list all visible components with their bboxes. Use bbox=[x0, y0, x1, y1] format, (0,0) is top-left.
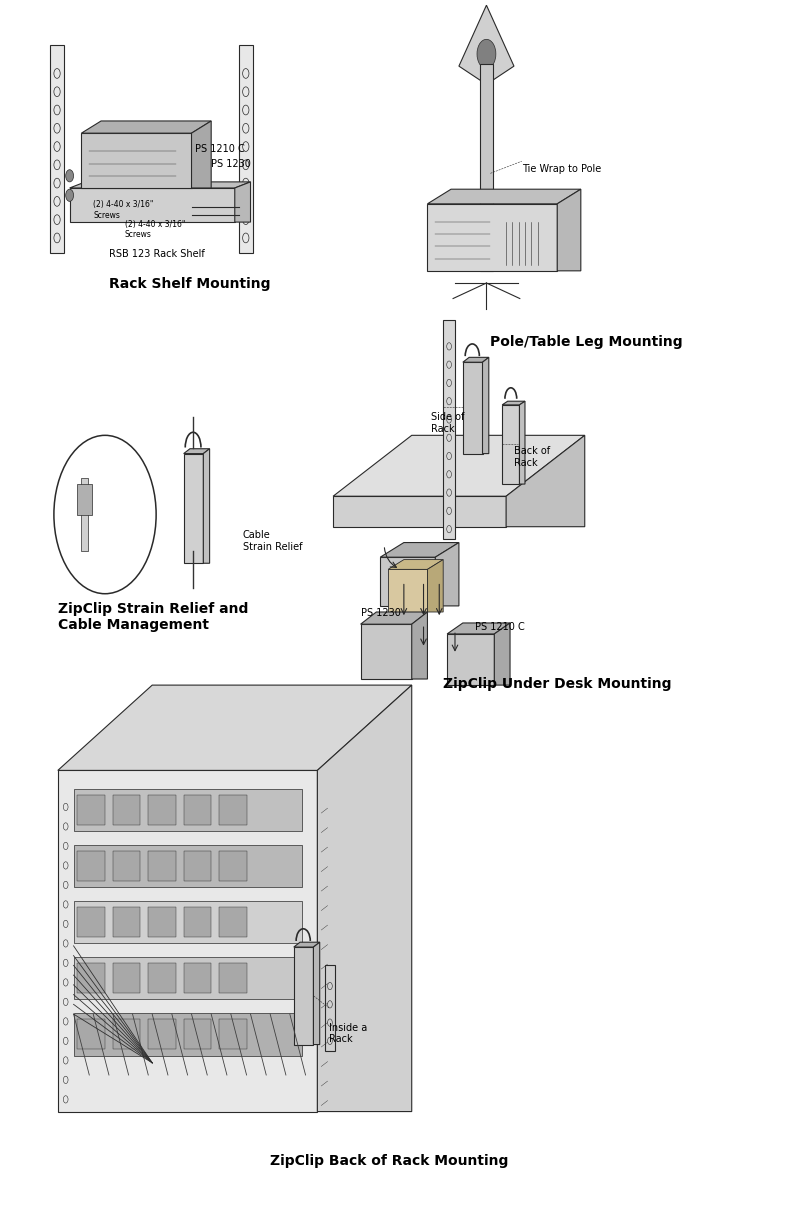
Bar bbox=[78, 851, 105, 881]
Text: Inside a
Rack: Inside a Rack bbox=[329, 1022, 367, 1044]
Polygon shape bbox=[70, 188, 234, 222]
Bar bbox=[219, 851, 246, 881]
Text: Side of
Rack: Side of Rack bbox=[432, 412, 465, 433]
Polygon shape bbox=[360, 612, 428, 624]
Text: ZipClip Back of Rack Mounting: ZipClip Back of Rack Mounting bbox=[270, 1154, 508, 1168]
Bar bbox=[326, 966, 335, 1050]
Polygon shape bbox=[192, 121, 211, 188]
Bar bbox=[148, 907, 176, 938]
Polygon shape bbox=[294, 942, 320, 947]
Circle shape bbox=[66, 170, 74, 182]
Text: Tie Wrap to Pole: Tie Wrap to Pole bbox=[522, 164, 601, 174]
Bar bbox=[148, 963, 176, 994]
Text: Back of
Rack: Back of Rack bbox=[514, 447, 550, 468]
Polygon shape bbox=[502, 405, 520, 483]
Text: Pole/Table Leg Mounting: Pole/Table Leg Mounting bbox=[490, 335, 683, 349]
Polygon shape bbox=[459, 5, 514, 84]
Polygon shape bbox=[204, 449, 210, 563]
Bar bbox=[74, 1013, 302, 1055]
Bar bbox=[238, 45, 253, 252]
Polygon shape bbox=[388, 559, 444, 569]
Polygon shape bbox=[82, 133, 192, 188]
Polygon shape bbox=[436, 542, 459, 606]
Bar bbox=[78, 1018, 105, 1049]
Bar bbox=[219, 1018, 246, 1049]
Bar bbox=[444, 319, 455, 539]
Bar bbox=[184, 963, 211, 994]
Polygon shape bbox=[447, 634, 494, 685]
Polygon shape bbox=[360, 624, 412, 679]
Polygon shape bbox=[58, 770, 318, 1111]
Text: ZipClip Under Desk Mounting: ZipClip Under Desk Mounting bbox=[444, 677, 672, 690]
Polygon shape bbox=[380, 542, 459, 557]
Polygon shape bbox=[428, 190, 581, 204]
Bar bbox=[78, 907, 105, 938]
Polygon shape bbox=[333, 496, 506, 526]
Text: Cable
Strain Relief: Cable Strain Relief bbox=[242, 530, 302, 552]
Text: PS 1210 C: PS 1210 C bbox=[474, 622, 524, 632]
Polygon shape bbox=[318, 685, 412, 1111]
Bar bbox=[184, 1018, 211, 1049]
Polygon shape bbox=[82, 121, 211, 133]
Polygon shape bbox=[447, 623, 510, 634]
Polygon shape bbox=[294, 947, 314, 1044]
Polygon shape bbox=[428, 559, 444, 612]
Text: ZipClip Strain Relief and
Cable Management: ZipClip Strain Relief and Cable Manageme… bbox=[58, 602, 248, 633]
Bar bbox=[148, 851, 176, 881]
Polygon shape bbox=[506, 436, 584, 526]
Text: (2) 4-40 x 3/16"
Screws: (2) 4-40 x 3/16" Screws bbox=[93, 201, 154, 219]
Polygon shape bbox=[58, 685, 412, 770]
Polygon shape bbox=[412, 612, 428, 679]
Bar bbox=[74, 845, 302, 887]
Text: (2) 4-40 x 3/16"
Screws: (2) 4-40 x 3/16" Screws bbox=[124, 219, 185, 239]
Circle shape bbox=[477, 39, 496, 69]
Text: PS 1210 C: PS 1210 C bbox=[196, 144, 246, 154]
Polygon shape bbox=[333, 436, 584, 496]
Bar bbox=[113, 1018, 140, 1049]
Bar bbox=[78, 483, 92, 514]
Polygon shape bbox=[184, 454, 204, 563]
Bar bbox=[74, 957, 302, 1000]
Polygon shape bbox=[428, 204, 558, 271]
Bar bbox=[148, 794, 176, 825]
Bar bbox=[113, 963, 140, 994]
Bar bbox=[113, 794, 140, 825]
Polygon shape bbox=[184, 449, 210, 454]
Circle shape bbox=[66, 190, 74, 202]
Bar bbox=[50, 45, 64, 252]
Bar bbox=[74, 788, 302, 831]
Bar bbox=[184, 907, 211, 938]
Bar bbox=[184, 794, 211, 825]
Polygon shape bbox=[314, 942, 320, 1044]
Polygon shape bbox=[463, 357, 489, 362]
Polygon shape bbox=[388, 569, 428, 612]
Polygon shape bbox=[380, 557, 436, 606]
Text: PS 1230: PS 1230 bbox=[360, 608, 401, 618]
Polygon shape bbox=[502, 401, 525, 405]
Polygon shape bbox=[520, 401, 525, 483]
Polygon shape bbox=[234, 182, 250, 222]
Text: PS 1230: PS 1230 bbox=[211, 159, 251, 169]
Bar bbox=[480, 64, 493, 271]
Text: Rack Shelf Mounting: Rack Shelf Mounting bbox=[109, 277, 270, 291]
Polygon shape bbox=[482, 357, 489, 454]
Bar bbox=[113, 851, 140, 881]
Text: RSB 123 Rack Shelf: RSB 123 Rack Shelf bbox=[109, 248, 204, 259]
Bar bbox=[219, 963, 246, 994]
Polygon shape bbox=[558, 190, 581, 271]
Bar bbox=[113, 907, 140, 938]
Bar bbox=[219, 794, 246, 825]
Polygon shape bbox=[463, 362, 482, 454]
Bar bbox=[184, 851, 211, 881]
Bar bbox=[148, 1018, 176, 1049]
Bar bbox=[78, 794, 105, 825]
Polygon shape bbox=[494, 623, 510, 685]
Bar bbox=[219, 907, 246, 938]
Bar bbox=[74, 901, 302, 944]
Bar bbox=[82, 477, 88, 551]
Polygon shape bbox=[70, 182, 250, 188]
Bar bbox=[78, 963, 105, 994]
